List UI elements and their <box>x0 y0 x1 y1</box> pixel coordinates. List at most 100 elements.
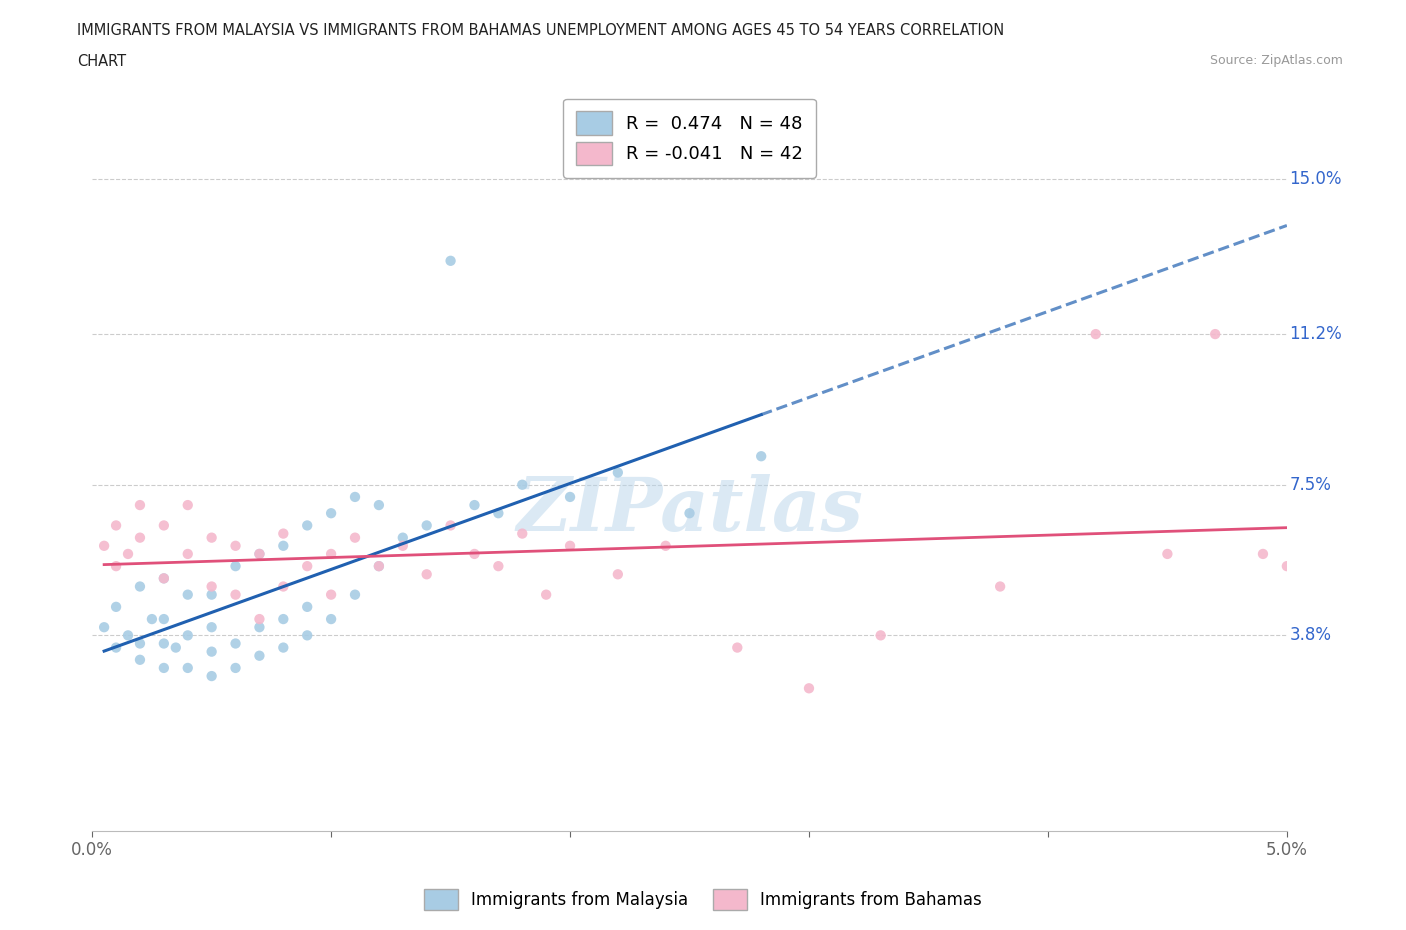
Point <box>201 619 224 634</box>
Point <box>988 579 1011 594</box>
Point <box>129 652 152 667</box>
Legend: Immigrants from Malaysia, Immigrants from Bahamas: Immigrants from Malaysia, Immigrants fro… <box>418 883 988 917</box>
Point <box>1275 559 1298 574</box>
Text: ZIPatlas: ZIPatlas <box>516 474 863 547</box>
Point <box>129 530 152 545</box>
Point <box>177 628 200 643</box>
Point <box>606 567 628 582</box>
Point <box>367 498 389 512</box>
Text: 7.5%: 7.5% <box>1289 476 1331 494</box>
Point <box>321 547 343 562</box>
Point <box>249 612 271 627</box>
Point <box>177 547 200 562</box>
Point <box>367 559 389 574</box>
Point <box>343 489 366 504</box>
Text: 3.8%: 3.8% <box>1289 627 1331 644</box>
Point <box>1156 547 1178 562</box>
Point <box>249 648 271 663</box>
Point <box>486 506 509 521</box>
Point <box>201 644 224 659</box>
Point <box>225 587 247 602</box>
Text: Source: ZipAtlas.com: Source: ZipAtlas.com <box>1209 54 1343 67</box>
Point <box>225 636 247 651</box>
Point <box>1084 326 1107 341</box>
Point <box>249 547 271 562</box>
Point <box>105 640 128 655</box>
Point <box>153 518 176 533</box>
Point <box>510 477 533 492</box>
Point <box>797 681 820 696</box>
Text: 11.2%: 11.2% <box>1289 326 1341 343</box>
Point <box>177 660 200 675</box>
Point <box>177 498 200 512</box>
Point <box>225 538 247 553</box>
Text: CHART: CHART <box>77 54 127 69</box>
Point <box>558 538 581 553</box>
Point <box>201 579 224 594</box>
Point <box>367 559 389 574</box>
Point <box>463 547 485 562</box>
Point <box>297 600 319 615</box>
Point <box>129 498 152 512</box>
Point <box>153 612 176 627</box>
Point <box>439 253 461 268</box>
Point <box>105 600 128 615</box>
Point <box>201 669 224 684</box>
Point <box>415 518 437 533</box>
Point <box>153 660 176 675</box>
Point <box>201 530 224 545</box>
Point <box>105 518 128 533</box>
Point <box>343 587 366 602</box>
Point <box>297 518 319 533</box>
Point <box>105 559 128 574</box>
Point <box>153 571 176 586</box>
Point <box>558 489 581 504</box>
Point <box>249 619 271 634</box>
Point <box>225 660 247 675</box>
Point <box>273 640 295 655</box>
Legend: R =  0.474   N = 48, R = -0.041   N = 42: R = 0.474 N = 48, R = -0.041 N = 42 <box>564 99 815 178</box>
Text: 15.0%: 15.0% <box>1289 170 1341 189</box>
Point <box>177 587 200 602</box>
Point <box>869 628 891 643</box>
Point <box>678 506 700 521</box>
Point <box>129 579 152 594</box>
Point <box>486 559 509 574</box>
Point <box>321 612 343 627</box>
Point <box>439 518 461 533</box>
Point <box>273 612 295 627</box>
Point <box>534 587 557 602</box>
Point <box>249 547 271 562</box>
Point <box>343 530 366 545</box>
Point <box>201 587 224 602</box>
Point <box>654 538 676 553</box>
Point <box>463 498 485 512</box>
Point <box>153 571 176 586</box>
Point <box>321 506 343 521</box>
Point <box>415 567 437 582</box>
Point <box>141 612 163 627</box>
Point <box>749 449 772 464</box>
Point <box>273 579 295 594</box>
Point <box>273 538 295 553</box>
Text: IMMIGRANTS FROM MALAYSIA VS IMMIGRANTS FROM BAHAMAS UNEMPLOYMENT AMONG AGES 45 T: IMMIGRANTS FROM MALAYSIA VS IMMIGRANTS F… <box>77 23 1004 38</box>
Point <box>273 526 295 541</box>
Point <box>165 640 187 655</box>
Point <box>93 538 115 553</box>
Point <box>391 538 413 553</box>
Point <box>321 587 343 602</box>
Point <box>606 465 628 480</box>
Point <box>297 559 319 574</box>
Point <box>1251 547 1274 562</box>
Point <box>1204 326 1226 341</box>
Point <box>129 636 152 651</box>
Point <box>391 530 413 545</box>
Point <box>297 628 319 643</box>
Point <box>225 559 247 574</box>
Point <box>725 640 748 655</box>
Point <box>153 636 176 651</box>
Point <box>117 628 139 643</box>
Point <box>510 526 533 541</box>
Point <box>93 619 115 634</box>
Point <box>117 547 139 562</box>
